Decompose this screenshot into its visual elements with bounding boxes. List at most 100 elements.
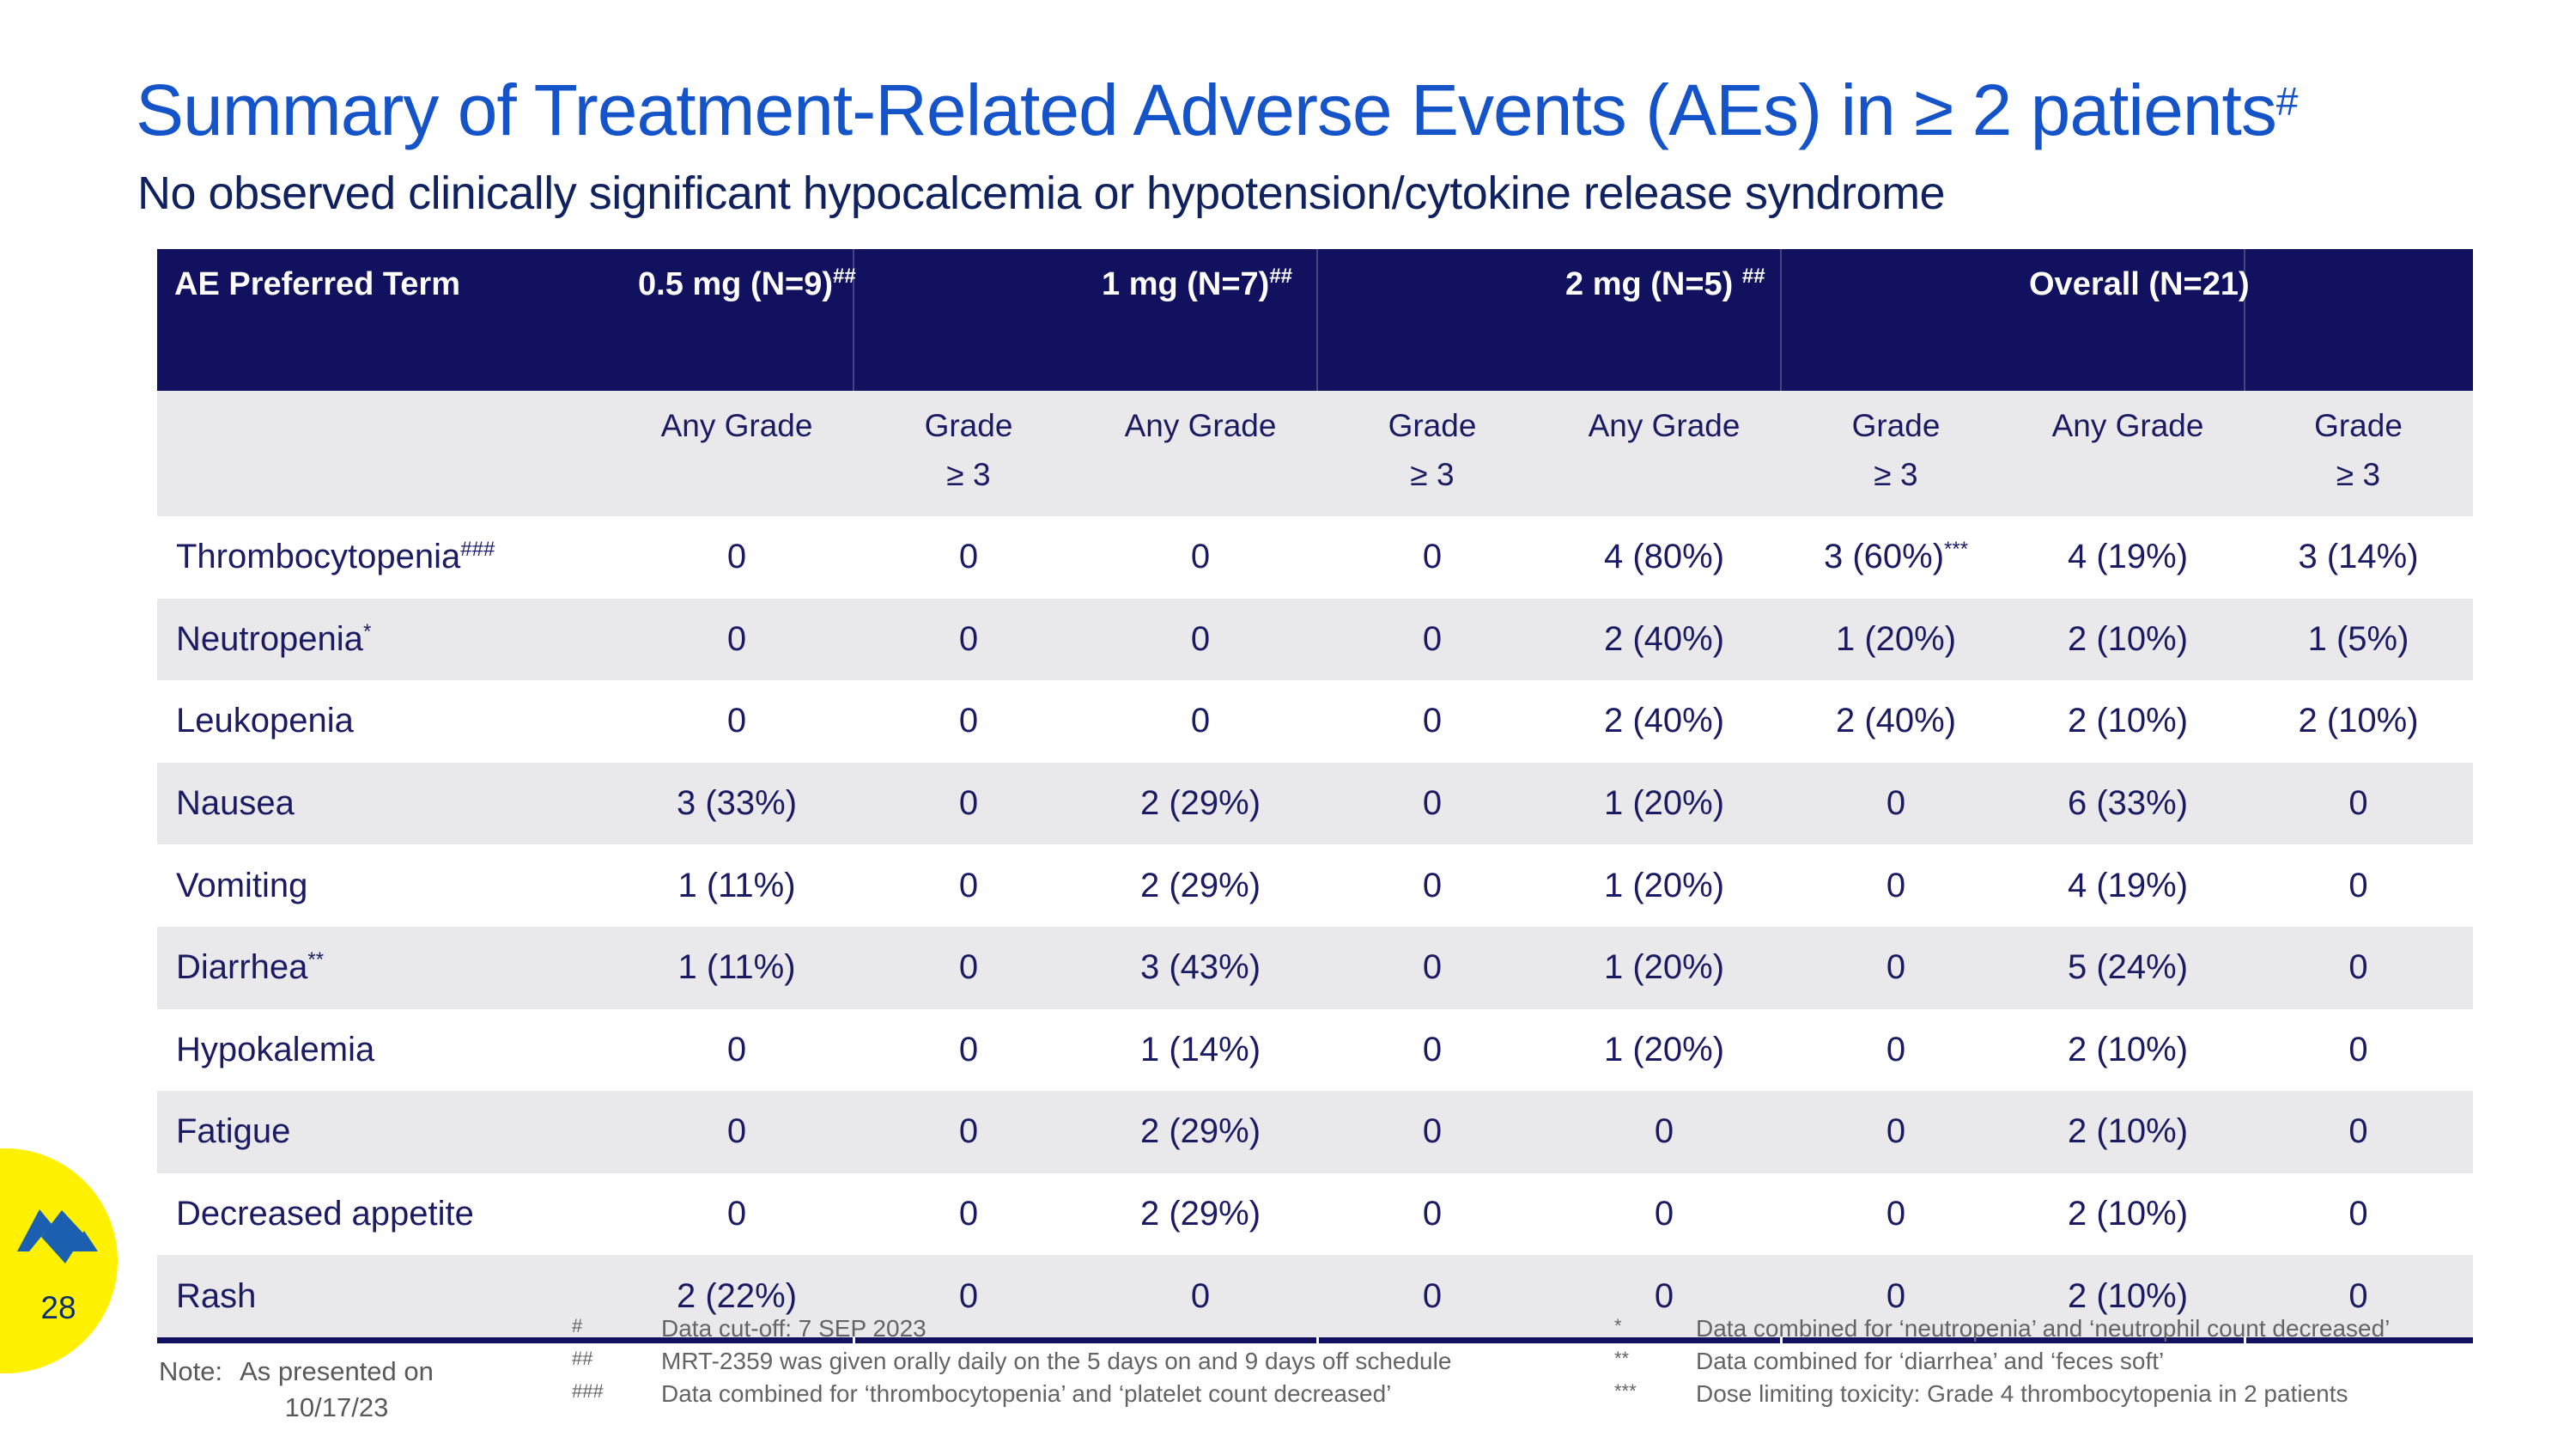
table-row: Nausea 3 (33%) 0 2 (29%) 0 1 (20%) 0 6 (33%) 0	[157, 762, 2473, 845]
table-row: Vomiting 1 (11%) 0 2 (29%) 0 1 (20%) 0 4 (19%) 0	[157, 844, 2473, 927]
table-cell: 2 (10%)	[2067, 1276, 2189, 1315]
table-cell: 0	[1422, 619, 1443, 658]
table-row: Decreased appetite 0 0 2 (29%) 0 0 0 2 (10%) 0	[157, 1173, 2473, 1256]
table-row: Hypokalemia 0 0 1 (14%) 0 1 (20%) 0 2 (10%) 0	[157, 1009, 2473, 1092]
table-row: Rash 2 (22%) 0 0 0 0 0 2 (10%) 0	[157, 1255, 2473, 1337]
footnote-text: Data combined for ‘thrombocytopenia’ and…	[661, 1380, 1392, 1407]
table-cell: 0	[1422, 702, 1443, 740]
header-column-divider	[853, 249, 854, 391]
row-label: Fatigue	[176, 1112, 291, 1151]
header-dose-1mg: 1 mg (N=7)##	[1102, 265, 1293, 302]
header-dose-0-5mg: 0.5 mg (N=9)##	[638, 265, 856, 302]
table-cell: 2 (10%)	[2067, 702, 2189, 740]
table-cell: 2 (10%)	[2298, 702, 2419, 740]
table-cell: 0	[1190, 1276, 1211, 1315]
table-row: Leukopenia 0 0 0 0 2 (40%) 2 (40%) 2 (10%) 2 (10…	[157, 680, 2473, 763]
table-cell: 0	[958, 866, 979, 904]
table-cell: 0	[726, 619, 747, 658]
table-cell: 0	[1886, 866, 1906, 904]
subheader-grade-col: Any Grade	[660, 408, 813, 443]
table-cell: 0	[1422, 538, 1443, 576]
table-cell: 2 (40%)	[1603, 702, 1725, 740]
subheader-grade-col: Grade ≥ 3	[1388, 408, 1477, 493]
footnote-text: Dose limiting toxicity: Grade 4 thromboc…	[1696, 1380, 2348, 1407]
table-cell: 0	[726, 538, 747, 576]
table-cell: 0	[2348, 948, 2368, 987]
table-cell: 1 (5%)	[2307, 619, 2409, 658]
table-cell: 0	[1886, 1276, 1906, 1315]
row-label: Thrombocytopenia###	[176, 538, 495, 576]
table-row: Diarrhea** 1 (11%) 0 3 (43%) 0 1 (20%) 0 5 (24%…	[157, 926, 2473, 1009]
note-text: As presented on 10/17/23	[240, 1356, 434, 1422]
table-cell: 3 (33%)	[676, 784, 798, 823]
table-cell: 0	[1422, 866, 1443, 904]
header-column-divider	[2244, 249, 2245, 391]
table-cell: 3 (14%)	[2298, 538, 2419, 576]
footnote-text: MRT-2359 was given orally daily on the 5…	[661, 1348, 1452, 1374]
table-cell: 0	[726, 702, 747, 740]
header-ae-preferred-term: AE Preferred Term	[174, 266, 460, 302]
table-cell: 0	[958, 702, 979, 740]
slide-title: Summary of Treatment-Related Adverse Eve…	[136, 70, 2299, 150]
note-label: Note:	[159, 1356, 223, 1386]
footnote-marker: ***	[1614, 1380, 1637, 1402]
footnote-text: Data combined for ‘diarrhea’ and ‘feces …	[1696, 1348, 2165, 1374]
company-logo-icon	[17, 1209, 98, 1263]
table-cell: 0	[2348, 1195, 2368, 1233]
table-cell: 2 (10%)	[2067, 619, 2189, 658]
table-cell: 0	[1654, 1195, 1674, 1233]
table-cell: 1 (20%)	[1603, 1030, 1725, 1068]
footnote-text: Data cut-off: 7 SEP 2023	[661, 1315, 927, 1342]
footnote-marker: *	[1614, 1315, 1622, 1336]
table-cell: 0	[726, 1195, 747, 1233]
table-cell: 0	[1886, 1030, 1906, 1068]
table-cell: 0	[958, 1195, 979, 1233]
subheader-grade-col: Any Grade	[1124, 408, 1277, 443]
row-label: Diarrhea**	[176, 948, 325, 987]
subheader-empty	[157, 391, 621, 516]
table-cell: 2 (40%)	[1835, 702, 1957, 740]
footnote-marker: **	[1614, 1348, 1630, 1369]
table-cell: 4 (80%)	[1603, 538, 1725, 576]
table-cell: 3 (60%)***	[1823, 538, 1969, 576]
row-label: Hypokalemia	[176, 1030, 375, 1068]
slide-title-footnote-marker: #	[2275, 78, 2299, 124]
table-cell: 3 (43%)	[1139, 948, 1261, 987]
table-cell: 0	[1422, 1112, 1443, 1151]
table-cell: 1 (11%)	[677, 866, 796, 904]
table-cell: 0	[2348, 1112, 2368, 1151]
table-cell: 0	[1886, 1112, 1906, 1151]
table-cell: 1 (14%)	[1139, 1030, 1261, 1068]
table-cell: 1 (20%)	[1603, 948, 1725, 987]
row-label: Leukopenia	[176, 702, 354, 740]
header-dose-2mg: 2 mg (N=5) ##	[1565, 265, 1765, 302]
header-column-divider	[1780, 249, 1782, 391]
footnote-marker: ##	[572, 1348, 593, 1369]
table-cell: 2 (10%)	[2067, 1112, 2189, 1151]
row-label: Rash	[176, 1276, 257, 1315]
page-number: 28	[40, 1290, 76, 1325]
table-cell: 6 (33%)	[2067, 784, 2189, 823]
table-cell: 0	[958, 619, 979, 658]
table-body: Thrombocytopenia### 0 0 0 0 4 (80%) 3 (60%)***…	[157, 516, 2473, 1337]
subheader-grade-col: Grade ≥ 3	[1851, 408, 1941, 493]
table-cell: 0	[2348, 784, 2368, 823]
row-label: Vomiting	[176, 866, 308, 904]
table-cell: 0	[1886, 784, 1906, 823]
table-cell: 0	[2348, 1030, 2368, 1068]
header-column-divider	[1316, 249, 1318, 391]
table-cell: 0	[958, 784, 979, 823]
table-cell: 0	[2348, 866, 2368, 904]
slide-title-text: Summary of Treatment-Related Adverse Eve…	[136, 70, 2277, 150]
table-cell: 1 (20%)	[1603, 866, 1725, 904]
adverse-events-table: AE Preferred Term 0.5 mg (N=9)## 1 mg (N…	[157, 249, 2473, 1343]
table-cell: 2 (29%)	[1139, 1112, 1261, 1151]
table-cell: 0	[1190, 538, 1211, 576]
table-bottom-border	[157, 1336, 2473, 1343]
table-cell: 2 (10%)	[2067, 1195, 2189, 1233]
table-cell: 4 (19%)	[2067, 538, 2189, 576]
table-cell: 2 (10%)	[2067, 1030, 2189, 1068]
table-cell: 0	[1190, 619, 1211, 658]
header-overall: Overall (N=21)	[2029, 266, 2250, 302]
